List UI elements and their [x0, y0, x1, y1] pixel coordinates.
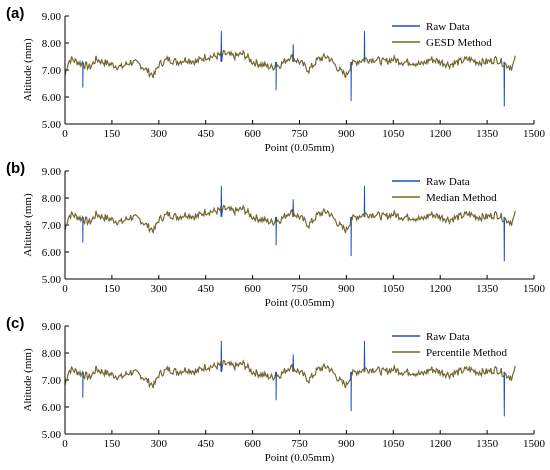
x-tick-label: 150 — [104, 283, 121, 295]
series-line-method — [64, 359, 516, 389]
chart-panel-3: (c) 5.00 6.00 7.00 8.00 9.00 0 150 300 450 600 750 9… — [6, 315, 546, 464]
x-tick-label: 0 — [62, 128, 68, 140]
y-tick-label: 6.00 — [42, 247, 62, 259]
x-tick-label: 900 — [338, 438, 355, 450]
x-tick-label: 300 — [151, 128, 168, 140]
x-tick-label: 300 — [151, 283, 168, 295]
x-tick-label: 1350 — [476, 128, 499, 140]
panel-label: (b) — [6, 160, 25, 177]
x-axis-title: Point (0.05mm) — [265, 142, 335, 154]
legend-label-method: GESD Method — [426, 37, 492, 49]
x-tick-label: 0 — [62, 283, 68, 295]
y-axis-title: Altitude (mm) — [22, 193, 34, 257]
x-tick-label: 1500 — [523, 438, 546, 450]
y-tick-label: 9.00 — [42, 11, 62, 23]
x-tick-label: 1500 — [523, 283, 546, 295]
x-tick-label: 1500 — [523, 128, 546, 140]
y-tick-label: 7.00 — [42, 220, 62, 232]
x-tick-label: 0 — [62, 438, 68, 450]
y-tick-label: 9.00 — [42, 321, 62, 333]
x-tick-label: 1350 — [476, 283, 499, 295]
y-tick-label: 5.00 — [42, 274, 62, 286]
x-tick-label: 750 — [291, 438, 308, 450]
x-tick-label: 750 — [291, 128, 308, 140]
x-tick-label: 450 — [197, 438, 214, 450]
x-axis-title: Point (0.05mm) — [265, 297, 335, 309]
x-tick-label: 1050 — [382, 438, 405, 450]
x-tick-label: 900 — [338, 283, 355, 295]
y-axis-title: Altitude (mm) — [22, 348, 34, 412]
legend-label-raw: Raw Data — [426, 21, 470, 33]
chart-panel-1: (a) 5.00 6.00 7.00 8.00 9.00 0 150 300 450 600 750 9… — [6, 5, 546, 154]
x-tick-label: 300 — [151, 438, 168, 450]
x-tick-label: 1200 — [429, 438, 452, 450]
x-tick-label: 450 — [197, 128, 214, 140]
x-tick-label: 150 — [104, 438, 121, 450]
x-tick-label: 1200 — [429, 128, 452, 140]
y-tick-label: 8.00 — [42, 38, 62, 50]
x-tick-label: 1050 — [382, 283, 405, 295]
x-tick-label: 900 — [338, 128, 355, 140]
legend-label-method: Median Method — [426, 192, 497, 204]
x-tick-label: 1050 — [382, 128, 405, 140]
x-tick-label: 600 — [244, 283, 261, 295]
legend-label-method: Percentile Method — [426, 347, 507, 359]
x-tick-label: 150 — [104, 128, 121, 140]
legend-label-raw: Raw Data — [426, 331, 470, 343]
y-tick-label: 8.00 — [42, 348, 62, 360]
chart-panel-2: (b) 5.00 6.00 7.00 8.00 9.00 0 150 300 450 600 750 9… — [6, 160, 546, 309]
y-tick-label: 7.00 — [42, 65, 62, 77]
y-tick-label: 8.00 — [42, 193, 62, 205]
x-tick-label: 1350 — [476, 438, 499, 450]
y-axis-title: Altitude (mm) — [22, 38, 34, 102]
series-line-method — [64, 49, 516, 79]
legend-label-raw: Raw Data — [426, 176, 470, 188]
y-tick-label: 9.00 — [42, 166, 62, 178]
y-tick-label: 6.00 — [42, 92, 62, 104]
y-tick-label: 5.00 — [42, 119, 62, 131]
x-tick-label: 450 — [197, 283, 214, 295]
y-tick-label: 7.00 — [42, 375, 62, 387]
x-tick-label: 1200 — [429, 283, 452, 295]
y-tick-label: 5.00 — [42, 429, 62, 441]
x-tick-label: 600 — [244, 438, 261, 450]
panel-label: (a) — [6, 5, 24, 22]
x-tick-label: 750 — [291, 283, 308, 295]
x-tick-label: 600 — [244, 128, 261, 140]
y-tick-label: 6.00 — [42, 402, 62, 414]
panel-label: (c) — [6, 315, 24, 332]
x-axis-title: Point (0.05mm) — [265, 452, 335, 464]
series-line-method — [64, 204, 516, 234]
